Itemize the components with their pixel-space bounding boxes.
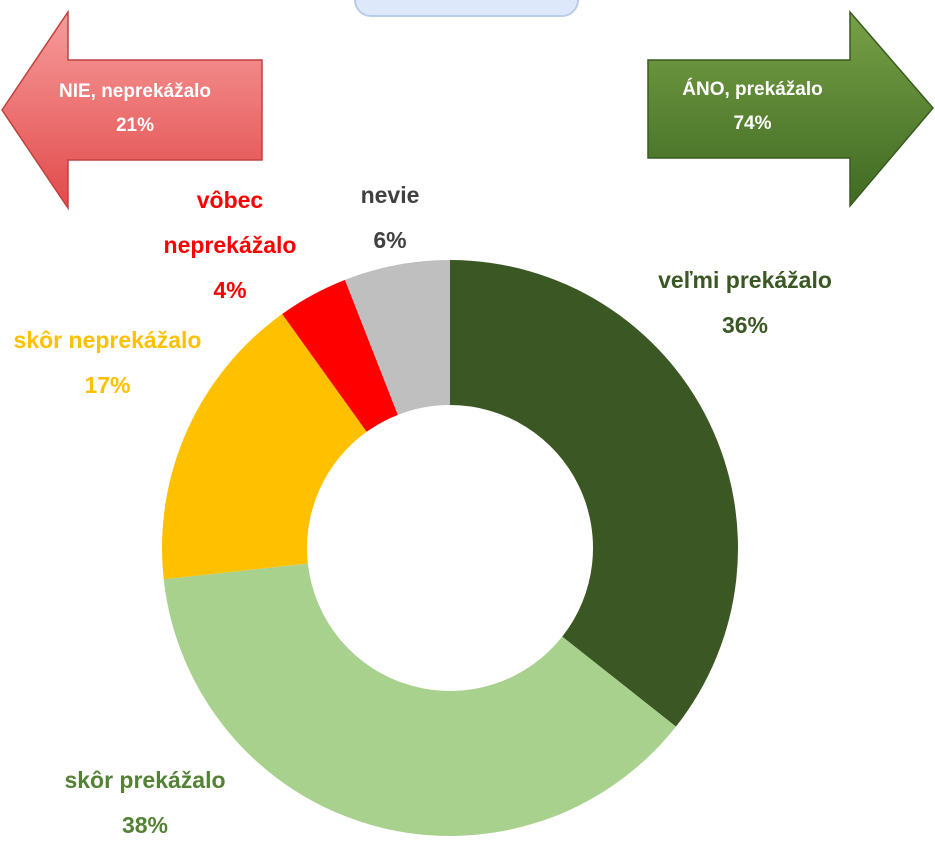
data-label: veľmi prekážalo 36% <box>620 258 870 348</box>
slice <box>282 279 398 432</box>
left-arrow-label: NIE, neprekážalo 21% <box>10 75 260 143</box>
slice <box>163 563 676 837</box>
value-label: 4% <box>213 277 247 303</box>
value-label: 38% <box>121 812 169 838</box>
category-label: skôr prekážalo <box>64 767 226 793</box>
annotation-value: 21% <box>115 115 155 136</box>
value-label: 36% <box>721 312 769 338</box>
left-arrow <box>1 9 263 211</box>
annotation-text: NIE, neprekážalo <box>58 81 212 102</box>
right-arrow <box>647 9 934 209</box>
value-label: 6% <box>373 227 407 253</box>
category-label: veľmi prekážalo <box>658 267 832 293</box>
category-label: skôr neprekážalo <box>13 327 202 353</box>
category-label: nevie <box>360 182 420 208</box>
slice <box>450 260 738 727</box>
top-box <box>354 0 579 17</box>
data-label: vôbec neprekážalo 4% <box>140 178 320 313</box>
category-label: vôbec neprekážalo <box>163 187 297 258</box>
data-label: skôr neprekážalo 17% <box>0 318 215 408</box>
slice <box>162 313 367 580</box>
annotation-text: ÁNO, prekážalo <box>682 79 823 100</box>
slice <box>344 260 450 415</box>
data-label: nevie 6% <box>330 173 450 263</box>
right-arrow-label: ÁNO, prekážalo 74% <box>650 73 855 141</box>
data-label: skôr prekážalo 38% <box>15 758 275 841</box>
annotation-value: 74% <box>733 113 772 134</box>
value-label: 17% <box>84 372 131 398</box>
